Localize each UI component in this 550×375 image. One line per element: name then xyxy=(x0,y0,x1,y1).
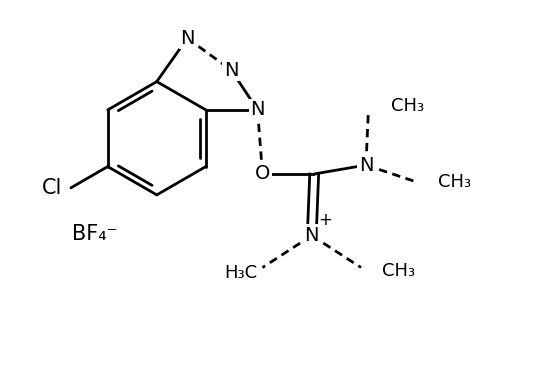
Text: N: N xyxy=(305,226,319,245)
Text: O: O xyxy=(255,165,270,183)
Text: N: N xyxy=(250,100,265,119)
Text: +: + xyxy=(318,211,332,229)
Text: BF₄⁻: BF₄⁻ xyxy=(73,224,118,244)
Text: CH₃: CH₃ xyxy=(390,97,424,115)
Text: N: N xyxy=(224,61,239,80)
Text: N: N xyxy=(180,29,195,48)
Text: H₃C: H₃C xyxy=(224,264,257,282)
Text: Cl: Cl xyxy=(42,178,62,198)
Text: CH₃: CH₃ xyxy=(382,262,415,280)
Text: CH₃: CH₃ xyxy=(438,173,471,191)
Text: N: N xyxy=(359,156,373,175)
